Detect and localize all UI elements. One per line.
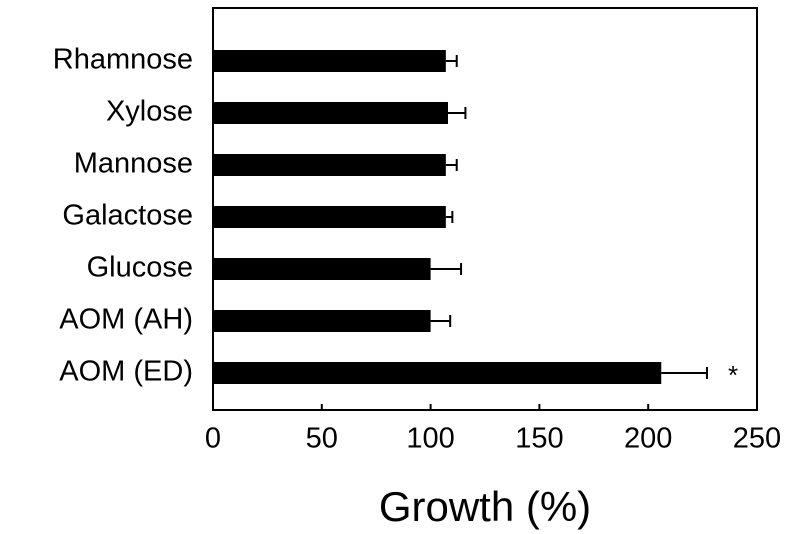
x-tick-label: 150 — [515, 423, 563, 455]
x-tick-label: 200 — [624, 423, 672, 455]
bar — [213, 102, 449, 124]
y-tick-label: Rhamnose — [53, 44, 193, 76]
annotation: * — [728, 360, 738, 390]
bar — [213, 50, 446, 72]
y-tick-label: Glucose — [87, 252, 193, 284]
bar — [213, 258, 431, 280]
x-tick-label: 250 — [733, 423, 781, 455]
y-tick-label: Galactose — [62, 200, 193, 232]
x-tick-label: 50 — [306, 423, 338, 455]
y-tick-label: Mannose — [74, 148, 193, 180]
y-tick-label: AOM (AH) — [59, 304, 193, 336]
y-tick-label: AOM (ED) — [59, 356, 193, 388]
bar — [213, 362, 662, 384]
bar — [213, 154, 446, 176]
x-tick-label: 100 — [406, 423, 454, 455]
x-tick-label: 0 — [205, 423, 221, 455]
x-axis-label: Growth (%) — [379, 483, 591, 530]
y-tick-label: Xylose — [106, 96, 193, 128]
bar — [213, 310, 431, 332]
bar — [213, 206, 446, 228]
